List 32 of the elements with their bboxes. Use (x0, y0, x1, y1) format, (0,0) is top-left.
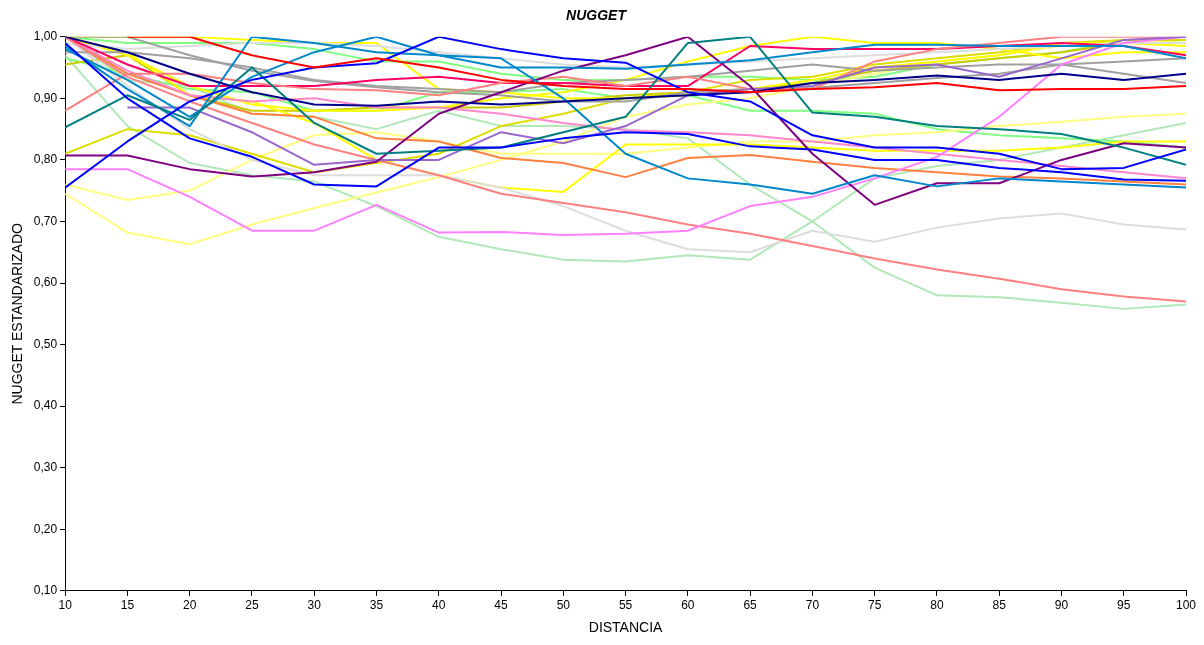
y-tick-label: 0,50 (33, 336, 58, 351)
x-tick-label: 30 (307, 598, 322, 613)
x-tick-label: 40 (432, 598, 446, 613)
x-tick-label: 70 (805, 598, 820, 613)
y-tick-label: 0,20 (33, 521, 58, 536)
x-tick-label: 50 (556, 598, 571, 613)
x-tick-label: 95 (1117, 598, 1131, 613)
x-tick-label: 15 (120, 598, 135, 613)
x-tick-label: 100 (1175, 598, 1197, 613)
x-tick-label: 60 (681, 598, 695, 613)
x-tick-label: 20 (183, 598, 197, 613)
x-tick-label: 85 (992, 598, 1007, 613)
y-tick-label: 0,40 (33, 398, 58, 413)
y-tick-label: 0,60 (33, 275, 58, 290)
y-tick-label: 0,70 (33, 213, 58, 228)
y-tick-label: 1,00 (33, 29, 58, 44)
y-axis-title: NUGGET ESTANDARIZADO (9, 222, 26, 405)
x-tick-label: 35 (369, 598, 384, 613)
x-axis-title: DISTANCIA (588, 619, 664, 636)
y-tick-label: 0,80 (33, 152, 58, 167)
x-tick-label: 45 (494, 598, 509, 613)
y-tick-label: 0,30 (33, 460, 58, 474)
x-tick-label: 25 (245, 598, 259, 613)
x-tick-label: 10 (58, 598, 73, 613)
x-tick-label: 80 (930, 598, 944, 613)
chart-title: NUGGET (566, 7, 628, 24)
x-tick-label: 55 (618, 598, 633, 613)
x-tick-label: 65 (743, 598, 758, 613)
x-tick-label: 75 (867, 598, 882, 613)
x-tick-label: 90 (1054, 598, 1069, 613)
y-tick-label: 0,10 (33, 583, 58, 598)
y-tick-label: 0,90 (33, 90, 58, 105)
